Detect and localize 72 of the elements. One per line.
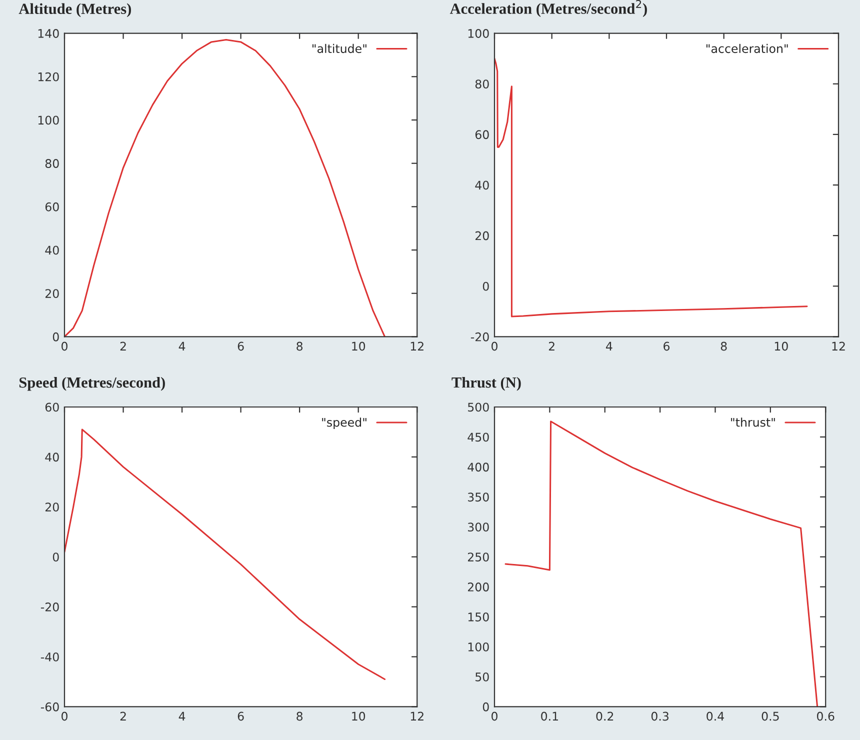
y-tick-label: 250 [468, 552, 489, 562]
y-tick-label: 400 [468, 462, 489, 472]
x-tick-label: 4 [178, 712, 186, 721]
y-tick-label: 100 [468, 29, 489, 38]
x-tick-label: 6 [238, 712, 244, 721]
x-tick-label: 4 [606, 342, 612, 351]
x-tick-label: 2 [120, 342, 126, 351]
x-tick-label: 6 [238, 342, 244, 351]
x-tick-label: 2 [548, 342, 554, 351]
y-tick-label: 50 [476, 672, 489, 682]
y-tick-label: 60 [45, 202, 59, 212]
x-tick-label: 10 [352, 342, 366, 351]
y-tick-label: 20 [45, 289, 59, 298]
x-tick-label: 0.1 [541, 712, 558, 721]
chart-title: Altitude (Metres) [18, 3, 131, 18]
x-tick-label: 10 [352, 712, 366, 721]
y-tick-label: -20 [470, 332, 489, 342]
y-tick-label: 350 [468, 492, 489, 502]
x-tick-label: 0.3 [651, 712, 668, 721]
y-tick-label: 450 [468, 432, 489, 442]
legend-label: "thrust" [731, 418, 775, 427]
x-tick-label: 2 [120, 712, 126, 721]
x-tick-label: 0 [492, 712, 498, 721]
x-tick-label: 12 [832, 342, 845, 351]
y-tick-label: 150 [468, 612, 489, 622]
legend-label: "speed" [322, 418, 366, 430]
y-tick-label: 200 [468, 582, 489, 592]
line-series [64, 428, 386, 680]
y-tick-label: 40 [45, 452, 59, 462]
y-tick-label: 40 [45, 246, 59, 255]
x-tick-label: 8 [296, 342, 303, 351]
x-tick-label: 12 [410, 342, 424, 351]
y-tick-label: 500 [468, 402, 489, 412]
y-tick-label: 0 [52, 552, 59, 562]
x-tick-label: 0.2 [596, 712, 614, 721]
y-tick-label: 100 [468, 642, 489, 652]
y-tick-label: 0 [482, 702, 489, 712]
y-tick-label: 40 [475, 180, 489, 190]
chart-title: Thrust (N) [452, 376, 521, 391]
y-tick-label: 20 [475, 231, 489, 240]
y-tick-label: -60 [40, 702, 59, 712]
x-tick-label: 0.6 [816, 712, 834, 721]
y-tick-label: 60 [475, 130, 489, 140]
line-series [64, 39, 386, 337]
y-tick-label: -40 [40, 652, 59, 662]
y-tick-label: 0 [52, 332, 59, 342]
x-tick-label: 4 [178, 342, 186, 351]
x-tick-label: 8 [720, 342, 727, 351]
y-tick-label: 100 [38, 116, 59, 125]
y-tick-label: 0 [482, 282, 489, 291]
x-tick-label: 8 [296, 712, 303, 721]
y-tick-label: 300 [468, 522, 489, 532]
legend-label: "acceleration" [706, 44, 788, 54]
x-tick-label: 0.4 [706, 712, 724, 721]
y-tick-label: 20 [45, 502, 59, 512]
x-tick-label: 10 [774, 342, 788, 351]
x-tick-label: 0 [62, 342, 68, 351]
x-tick-label: 0.5 [762, 712, 779, 721]
y-tick-label: 140 [38, 29, 59, 38]
chart-title: Speed (Metres/second) [19, 376, 165, 391]
x-tick-label: 12 [410, 712, 424, 721]
y-tick-label: 120 [38, 72, 59, 82]
y-tick-label: 60 [45, 402, 59, 412]
line-series [494, 58, 808, 318]
x-tick-label: 0 [62, 712, 68, 721]
legend-label: "altitude" [312, 44, 366, 54]
y-tick-label: 80 [475, 80, 489, 89]
y-tick-label: 80 [45, 159, 59, 168]
x-tick-label: 0 [492, 342, 498, 351]
x-tick-label: 6 [664, 342, 670, 351]
chart-title: Acceleration (Metres/second$^{2}$) [450, 0, 647, 17]
y-tick-label: -20 [40, 602, 59, 612]
